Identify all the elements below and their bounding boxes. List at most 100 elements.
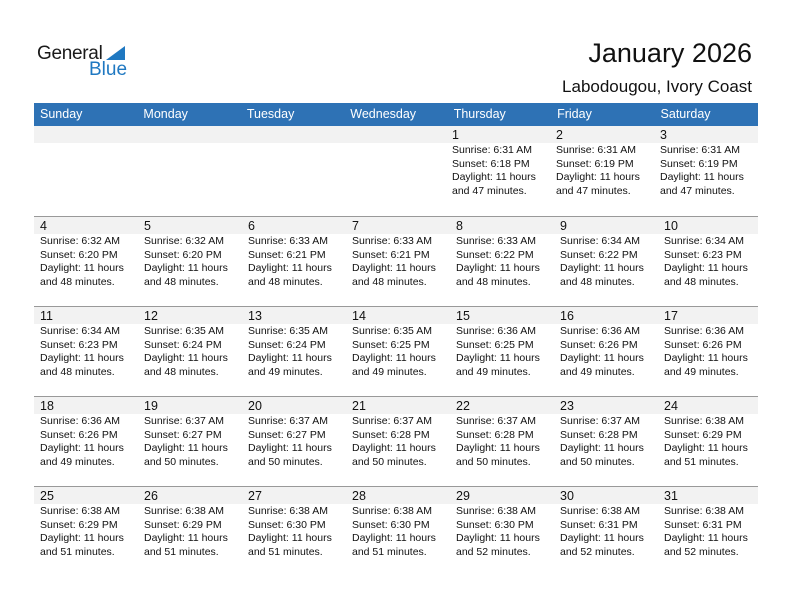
daylight-text: Daylight: 11 hours and 48 minutes. [352,262,436,288]
weekday-wednesday: Wednesday [350,107,417,121]
sunrise-text: Sunrise: 6:37 AM [144,415,224,427]
sunset-text: Sunset: 6:24 PM [144,338,222,351]
day-cell: 26 Sunrise: 6:38 AM Sunset: 6:29 PM Dayligh… [138,487,242,576]
day-number: 23 [560,399,574,413]
day-number: 28 [352,489,366,503]
daylight-text: Daylight: 11 hours and 48 minutes. [40,262,124,288]
day-number: 6 [248,219,255,233]
sunrise-text: Sunrise: 6:31 AM [452,144,532,156]
sunset-text: Sunset: 6:30 PM [352,518,430,531]
weekday-header: Sunday Monday Tuesday Wednesday Thursday Frid… [34,103,758,126]
sunrise-text: Sunrise: 6:38 AM [40,505,120,517]
location-subtitle: Labodougou, Ivory Coast [562,77,752,96]
day-cell: 1 Sunrise: 6:31 AM Sunset: 6:18 PM Daylight… [446,126,550,216]
sunset-text: Sunset: 6:19 PM [556,157,634,170]
sunrise-text: Sunrise: 6:35 AM [248,325,328,337]
sunset-text: Sunset: 6:21 PM [352,248,430,261]
day-cell: 24 Sunrise: 6:38 AM Sunset: 6:29 PM Dayligh… [658,397,762,486]
day-cell: 4 Sunrise: 6:32 AM Sunset: 6:20 PM Daylight… [34,217,138,306]
sunrise-text: Sunrise: 6:38 AM [560,505,640,517]
day-number: 10 [664,219,678,233]
day-cell: 21 Sunrise: 6:37 AM Sunset: 6:28 PM Dayligh… [346,397,450,486]
daylight-text: Daylight: 11 hours and 48 minutes. [560,262,644,288]
daylight-text: Daylight: 11 hours and 49 minutes. [456,352,540,378]
sunset-text: Sunset: 6:30 PM [248,518,326,531]
daylight-text: Daylight: 11 hours and 51 minutes. [40,532,124,558]
sunrise-text: Sunrise: 6:37 AM [352,415,432,427]
sunrise-text: Sunrise: 6:37 AM [560,415,640,427]
week-row: 25 Sunrise: 6:38 AM Sunset: 6:29 PM Dayligh… [34,486,758,576]
day-number: 19 [144,399,158,413]
daylight-text: Daylight: 11 hours and 52 minutes. [456,532,540,558]
day-number: 22 [456,399,470,413]
sunset-text: Sunset: 6:26 PM [664,338,742,351]
day-number: 9 [560,219,567,233]
daylight-text: Daylight: 11 hours and 50 minutes. [352,442,436,468]
sunrise-text: Sunrise: 6:36 AM [560,325,640,337]
day-cell: 25 Sunrise: 6:38 AM Sunset: 6:29 PM Dayligh… [34,487,138,576]
sunset-text: Sunset: 6:29 PM [40,518,118,531]
sunset-text: Sunset: 6:23 PM [664,248,742,261]
day-cell: 6 Sunrise: 6:33 AM Sunset: 6:21 PM Daylight… [242,217,346,306]
daylight-text: Daylight: 11 hours and 49 minutes. [664,352,748,378]
daylight-text: Daylight: 11 hours and 49 minutes. [560,352,644,378]
day-cell: 30 Sunrise: 6:38 AM Sunset: 6:31 PM Dayligh… [554,487,658,576]
daylight-text: Daylight: 11 hours and 47 minutes. [556,171,640,197]
sunset-text: Sunset: 6:27 PM [144,428,222,441]
day-number: 18 [40,399,54,413]
day-number: 25 [40,489,54,503]
sunset-text: Sunset: 6:30 PM [456,518,534,531]
daylight-text: Daylight: 11 hours and 48 minutes. [144,352,228,378]
sunset-text: Sunset: 6:20 PM [40,248,118,261]
week-row: 11 Sunrise: 6:34 AM Sunset: 6:23 PM Dayligh… [34,306,758,396]
day-cell: 16 Sunrise: 6:36 AM Sunset: 6:26 PM Dayligh… [554,307,658,396]
empty-day-cell [343,126,446,216]
day-cell: 17 Sunrise: 6:36 AM Sunset: 6:26 PM Dayligh… [658,307,762,396]
day-cell: 7 Sunrise: 6:33 AM Sunset: 6:21 PM Daylight… [346,217,450,306]
day-number: 13 [248,309,262,323]
day-number-band [34,307,758,324]
calendar-grid: Sunday Monday Tuesday Wednesday Thursday Frid… [34,103,758,576]
day-number: 7 [352,219,359,233]
week-row: 4 Sunrise: 6:32 AM Sunset: 6:20 PM Daylight… [34,216,758,306]
day-number-band [34,126,758,143]
day-cell: 11 Sunrise: 6:34 AM Sunset: 6:23 PM Dayligh… [34,307,138,396]
day-number: 29 [456,489,470,503]
day-number: 30 [560,489,574,503]
sunset-text: Sunset: 6:26 PM [40,428,118,441]
day-cell: 9 Sunrise: 6:34 AM Sunset: 6:22 PM Daylight… [554,217,658,306]
daylight-text: Daylight: 11 hours and 51 minutes. [248,532,332,558]
empty-day-cell [137,126,240,216]
sunset-text: Sunset: 6:25 PM [352,338,430,351]
day-number: 27 [248,489,262,503]
day-number: 20 [248,399,262,413]
empty-day-cell [34,126,137,216]
sunrise-text: Sunrise: 6:38 AM [352,505,432,517]
sunset-text: Sunset: 6:20 PM [144,248,222,261]
week-row: 18 Sunrise: 6:36 AM Sunset: 6:26 PM Dayligh… [34,396,758,486]
day-cell: 10 Sunrise: 6:34 AM Sunset: 6:23 PM Dayligh… [658,217,762,306]
day-number: 17 [664,309,678,323]
sunrise-text: Sunrise: 6:38 AM [144,505,224,517]
day-cell: 5 Sunrise: 6:32 AM Sunset: 6:20 PM Daylight… [138,217,242,306]
sunrise-text: Sunrise: 6:34 AM [560,235,640,247]
sunset-text: Sunset: 6:28 PM [560,428,638,441]
sunrise-text: Sunrise: 6:36 AM [40,415,120,427]
sunrise-text: Sunrise: 6:32 AM [40,235,120,247]
weekday-sunday: Sunday [40,107,83,121]
sunrise-text: Sunrise: 6:33 AM [352,235,432,247]
day-number: 5 [144,219,151,233]
weekday-friday: Friday [557,107,592,121]
daylight-text: Daylight: 11 hours and 50 minutes. [560,442,644,468]
sunrise-text: Sunrise: 6:33 AM [248,235,328,247]
day-number: 3 [660,128,667,142]
sunset-text: Sunset: 6:28 PM [352,428,430,441]
day-cell: 2 Sunrise: 6:31 AM Sunset: 6:19 PM Daylight… [550,126,654,216]
sunrise-text: Sunrise: 6:37 AM [456,415,536,427]
sunrise-text: Sunrise: 6:36 AM [456,325,536,337]
sunrise-text: Sunrise: 6:38 AM [664,415,744,427]
sunset-text: Sunset: 6:22 PM [456,248,534,261]
day-cell: 27 Sunrise: 6:38 AM Sunset: 6:30 PM Dayligh… [242,487,346,576]
daylight-text: Daylight: 11 hours and 49 minutes. [352,352,436,378]
sunrise-text: Sunrise: 6:38 AM [456,505,536,517]
